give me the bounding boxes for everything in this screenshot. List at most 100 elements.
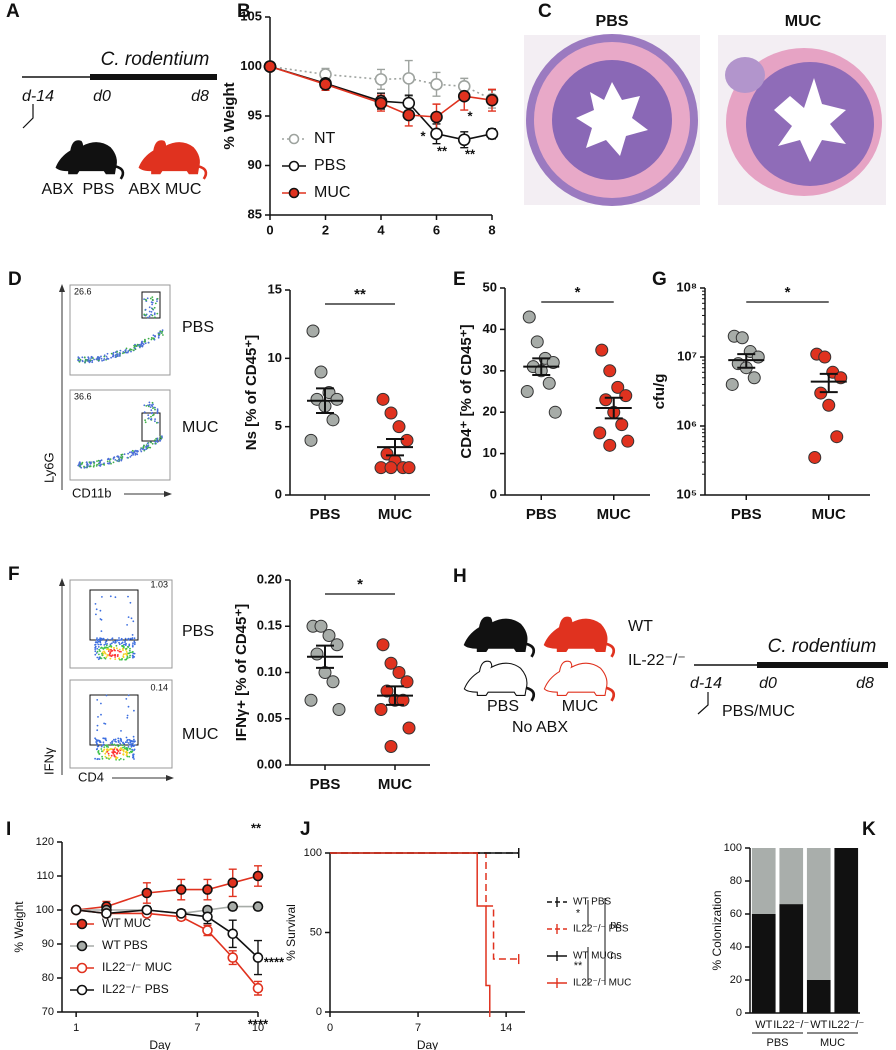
flow-event — [126, 739, 128, 742]
panel-letter: D — [8, 269, 22, 290]
legend-marker — [288, 133, 300, 145]
flow-event — [96, 463, 98, 466]
flow-event — [88, 361, 91, 364]
significance: * — [357, 576, 363, 593]
flow-event — [130, 348, 133, 351]
panel-letter: I — [6, 819, 11, 840]
significance: ** — [354, 286, 366, 303]
flow-event — [125, 751, 127, 754]
flow-event — [130, 617, 133, 620]
flow-event — [139, 449, 142, 451]
flow-event — [154, 335, 156, 337]
flow-event — [94, 643, 97, 646]
y-tick-label: 0 — [316, 1006, 322, 1018]
flow-event — [132, 642, 134, 645]
flow-event — [143, 313, 146, 316]
tissue — [725, 57, 765, 93]
annotation: ** — [574, 960, 583, 972]
sample-label: PBS — [182, 623, 214, 640]
dot — [599, 393, 613, 407]
flow-event — [108, 758, 110, 760]
flow-event — [118, 648, 121, 651]
x-tick-label: MUC — [378, 776, 412, 793]
annotation: ns — [610, 950, 622, 962]
flow-event — [96, 357, 99, 360]
flow-event — [107, 752, 110, 755]
marker — [227, 901, 239, 912]
annotation: ns — [610, 919, 622, 931]
mouse-icon — [542, 615, 616, 658]
flow-event — [110, 352, 113, 355]
flow-event — [96, 641, 99, 644]
panel-letter: G — [652, 269, 667, 290]
flow-event — [149, 406, 152, 408]
flow-event — [98, 648, 101, 651]
y-tick-label: 100 — [304, 847, 322, 859]
flow-event — [122, 749, 125, 751]
legend-label: WT MUC — [102, 916, 151, 930]
flow-event — [161, 435, 163, 438]
flow-event — [114, 656, 116, 658]
flow-event — [121, 744, 124, 747]
flow-event — [106, 460, 109, 463]
flow-event — [100, 463, 102, 466]
flow-event — [95, 738, 97, 741]
flow-event — [79, 464, 82, 467]
flow-event — [115, 644, 118, 647]
flow-plot — [69, 679, 173, 769]
flow-event — [136, 344, 139, 347]
flow-event — [110, 356, 112, 359]
x-tick-label: 8 — [488, 222, 495, 237]
flow-event — [132, 735, 135, 738]
dot — [735, 331, 749, 345]
marker — [457, 133, 471, 147]
x-tick-label: PBS — [526, 506, 557, 523]
dot — [530, 335, 544, 349]
y-axis-label: % Colonization — [710, 890, 724, 970]
flow-event — [126, 624, 128, 626]
flow-event — [143, 448, 146, 451]
significance: * — [575, 284, 581, 301]
marker — [202, 884, 213, 895]
flow-event — [151, 314, 154, 317]
y-tick-label: 10⁸ — [676, 279, 697, 294]
flow-event — [106, 352, 109, 355]
flow-event — [104, 738, 107, 741]
flow-event — [122, 746, 124, 749]
marker — [430, 110, 443, 124]
flow-event — [108, 460, 111, 462]
flow-event — [95, 748, 98, 751]
flow-event — [97, 716, 99, 718]
flow-event — [132, 654, 134, 657]
flow-event — [111, 740, 113, 743]
flow-event — [133, 643, 136, 646]
flow-event — [126, 657, 128, 659]
flow-event — [132, 756, 134, 759]
flow-event — [150, 337, 153, 339]
annotation: * — [420, 128, 426, 143]
flow-event — [157, 333, 160, 336]
flow-event — [118, 657, 121, 660]
marker — [374, 96, 388, 110]
x-tick-label: MUC — [812, 506, 846, 523]
marker — [141, 904, 153, 916]
marker — [175, 908, 187, 919]
flow-event — [106, 750, 109, 753]
flow-event — [109, 458, 112, 460]
flow-event — [119, 658, 121, 661]
x-tick-label: MUC — [597, 506, 631, 523]
flow-event — [101, 755, 103, 758]
flow-event — [148, 403, 151, 406]
y-axis-label: % Survival — [284, 904, 298, 961]
dot — [330, 392, 344, 406]
x-tick-label: IL22⁻/⁻ — [773, 1019, 809, 1031]
x-tick-label: WT — [810, 1019, 827, 1031]
gate — [89, 589, 139, 641]
gate-value: 26.6 — [74, 286, 92, 296]
flow-event — [117, 741, 120, 743]
infection-label: C. rodentium — [101, 49, 210, 70]
flow-event — [114, 751, 117, 754]
flow-event — [122, 645, 125, 648]
flow-event — [89, 359, 92, 362]
